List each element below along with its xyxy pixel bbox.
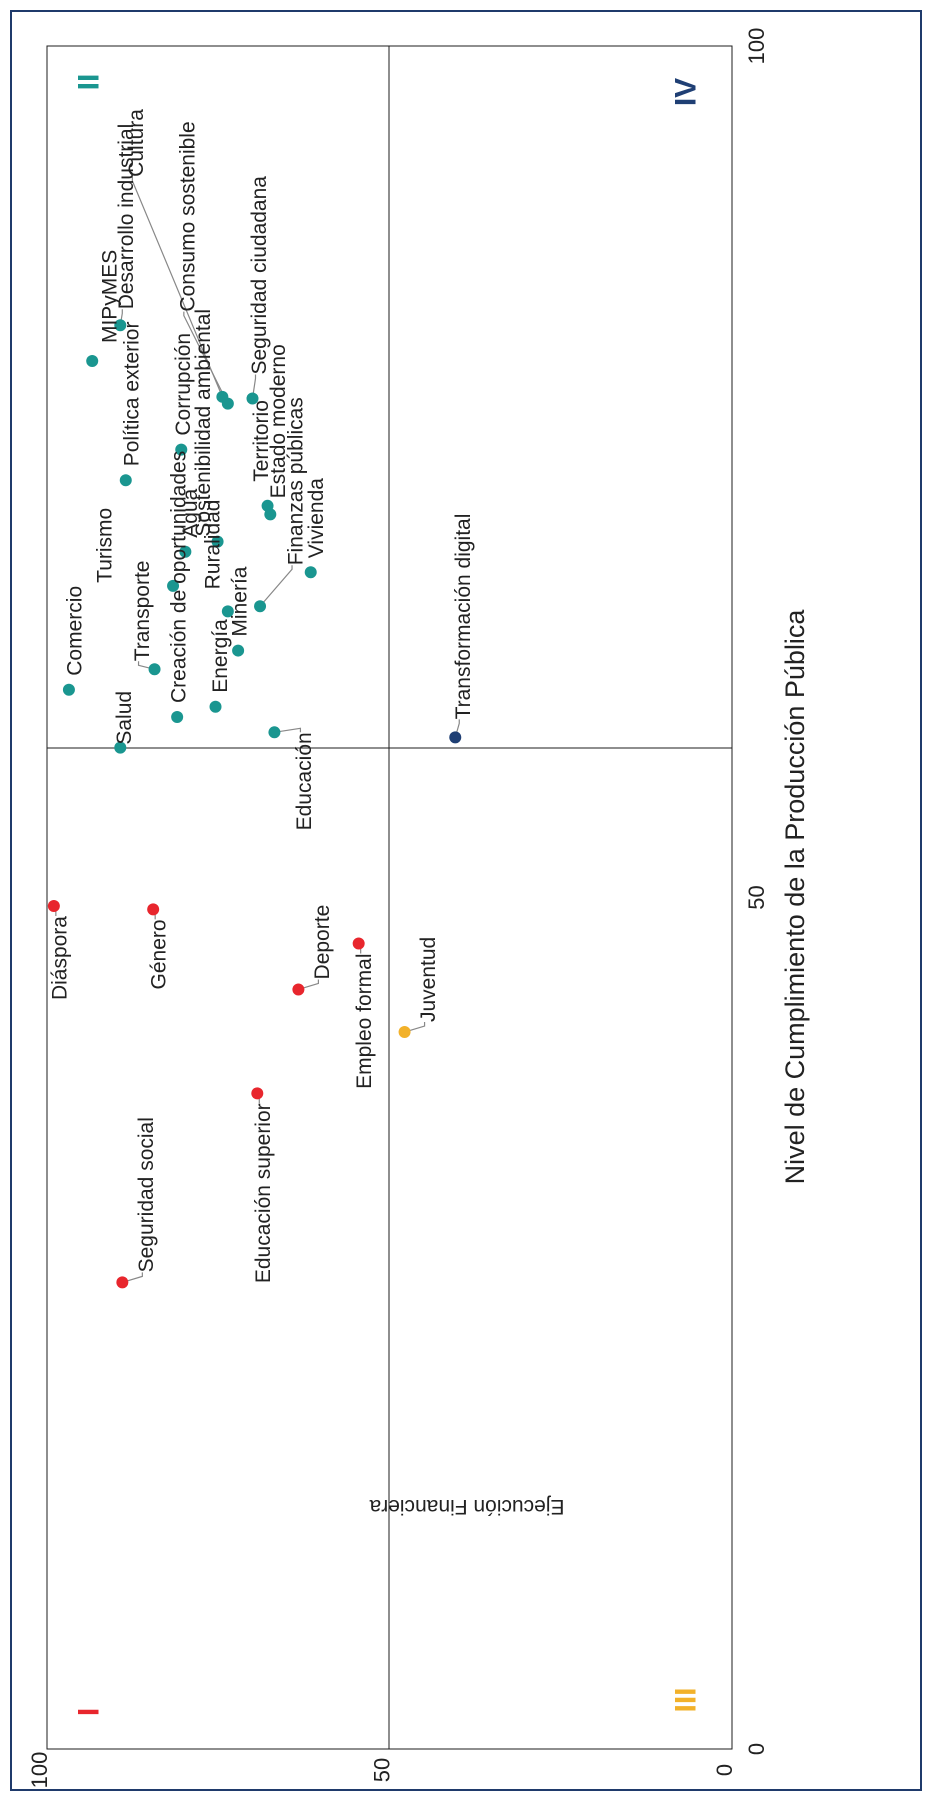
- point-label: Transformación digital: [452, 514, 475, 720]
- data-point: [304, 566, 317, 579]
- point-label: Política exterior: [120, 322, 143, 467]
- point-label: Estado moderno: [267, 344, 290, 498]
- point-label: Diáspora: [48, 916, 71, 1000]
- point-label: Educación superior: [252, 1103, 275, 1283]
- leader-line: [122, 1272, 143, 1283]
- point-label: Seguridad social: [135, 1117, 158, 1272]
- data-point: [86, 355, 99, 368]
- data-point: [211, 535, 224, 548]
- quadrant-label-III: III: [670, 1687, 703, 1712]
- point-label: Finanzas públicas: [285, 397, 308, 565]
- chart-frame: [10, 10, 922, 1791]
- y-tick-label: 0: [712, 1764, 737, 1776]
- data-point: [167, 579, 180, 592]
- leader-line: [183, 311, 229, 404]
- data-point: [398, 1026, 411, 1039]
- quadrant-label-IV: IV: [670, 78, 703, 106]
- data-point: [116, 1276, 129, 1289]
- y-tick-label: 50: [370, 1758, 395, 1782]
- point-label: Género: [148, 919, 171, 989]
- point-label: Transporte: [131, 561, 154, 662]
- quadrant-label-II: II: [73, 74, 106, 91]
- data-point: [261, 499, 274, 512]
- leader-line: [259, 565, 293, 607]
- point-label: Corrupción: [172, 333, 195, 436]
- data-point: [221, 605, 234, 618]
- point-label: Comercio: [63, 586, 86, 676]
- data-point: [119, 474, 132, 487]
- data-point: [114, 741, 127, 754]
- data-point: [179, 545, 192, 558]
- x-tick-label: 0: [744, 1743, 769, 1755]
- point-label: Minería: [229, 566, 252, 636]
- leader-line: [131, 176, 223, 398]
- point-label: Juventud: [417, 937, 440, 1022]
- point-label: Agua: [179, 488, 202, 537]
- x-tick-label: 100: [744, 28, 769, 65]
- point-label: Sostenibilidad ambiental: [192, 309, 215, 537]
- leader-line: [274, 727, 302, 733]
- point-label: Deporte: [311, 905, 334, 980]
- data-point: [292, 983, 305, 996]
- point-label: Vivienda: [305, 478, 328, 558]
- point-label: Energía: [209, 619, 232, 693]
- data-point: [352, 937, 365, 950]
- data-point: [114, 319, 127, 332]
- point-label: Ruralidad: [201, 500, 224, 590]
- x-tick-label: 50: [744, 885, 769, 909]
- data-point: [221, 397, 234, 410]
- point-label: Turismo: [94, 508, 117, 583]
- y-tick-label: 100: [27, 1752, 52, 1789]
- leader-line: [404, 1022, 426, 1033]
- data-point: [251, 1087, 264, 1100]
- quadrant-label-I: I: [73, 1708, 106, 1716]
- point-label: Desarrollo industrial: [115, 124, 138, 310]
- data-point: [147, 903, 160, 916]
- leader-line: [251, 374, 257, 399]
- data-point: [246, 392, 259, 405]
- point-label: Seguridad ciudadana: [248, 176, 271, 375]
- data-point: [449, 731, 462, 744]
- data-point: [148, 663, 161, 676]
- data-point: [232, 644, 245, 657]
- data-point: [209, 700, 222, 713]
- data-point: [47, 900, 60, 913]
- point-label: Creación de oportunidades: [168, 451, 191, 703]
- data-point: [62, 683, 75, 696]
- point-label: Consumo sostenible: [176, 121, 199, 311]
- point-label: Salud: [113, 691, 136, 745]
- point-label: Empleo formal: [353, 953, 376, 1088]
- y-axis-label: Ejecución Financiera: [369, 1495, 564, 1518]
- data-point: [171, 710, 184, 723]
- data-point: [254, 600, 267, 613]
- point-label: Cultura: [125, 109, 148, 177]
- point-label: MIPyMES: [99, 250, 122, 343]
- point-label: Territorio: [250, 400, 273, 482]
- leader-line: [298, 979, 319, 991]
- point-label: Educación: [293, 732, 316, 830]
- data-point: [175, 443, 188, 456]
- x-axis-label: Nivel de Cumplimiento de la Producción P…: [780, 609, 810, 1185]
- data-point: [268, 726, 281, 739]
